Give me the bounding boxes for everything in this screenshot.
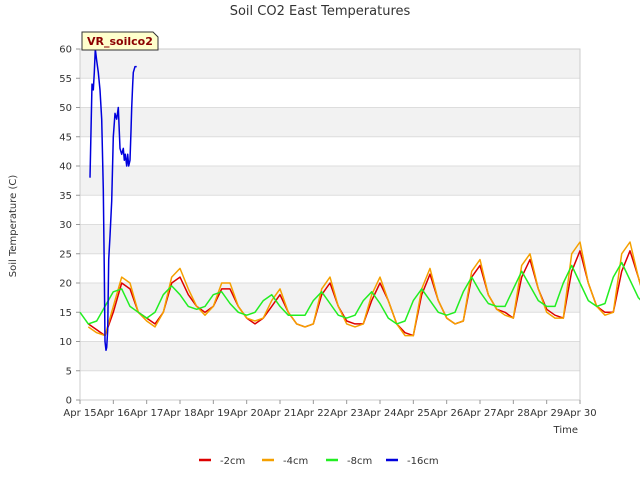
x-tick-label: Apr 15 — [63, 408, 96, 419]
plot-band — [80, 49, 580, 79]
badge-text: VR_soilco2 — [87, 35, 153, 48]
x-tick-label: Apr 25 — [397, 408, 430, 419]
y-tick-label: 35 — [59, 191, 72, 202]
y-tick-label: 25 — [59, 249, 72, 260]
legend: -2cm -4cm -8cm -16cm — [199, 456, 439, 467]
y-tick-label: 20 — [59, 279, 72, 290]
series-line-minus-16cm — [89, 48, 137, 352]
series-line-minus-4cm — [87, 241, 640, 337]
x-tick-label: Apr 16 — [97, 408, 130, 419]
legend-label: -16cm — [407, 456, 439, 467]
y-tick-label: 55 — [59, 74, 72, 85]
x-tick-label: Apr 30 — [563, 408, 596, 419]
badge: VR_soilco2 — [81, 31, 159, 51]
x-tick-label: Apr 29 — [530, 408, 563, 419]
plot-band — [80, 283, 580, 313]
plot-band — [80, 341, 580, 371]
y-tick-label: 50 — [59, 103, 72, 114]
y-tick-label: 10 — [59, 337, 72, 348]
x-tick-label: Apr 21 — [263, 408, 296, 419]
series-lines — [79, 48, 640, 352]
legend-label: -4cm — [283, 456, 308, 467]
x-tick-label: Apr 26 — [430, 408, 463, 419]
x-axis-label: Time — [553, 425, 578, 436]
legend-label: -2cm — [220, 456, 245, 467]
x-tick-label: Apr 18 — [163, 408, 196, 419]
x-tick-label: Apr 17 — [130, 408, 163, 419]
legend-label: -8cm — [347, 456, 372, 467]
y-tick-label: 40 — [59, 162, 72, 173]
y-tick-label: 5 — [66, 366, 72, 377]
x-tick-label: Apr 22 — [297, 408, 330, 419]
x-tick-label: Apr 20 — [230, 408, 263, 419]
plot-band — [80, 166, 580, 196]
y-tick-label: 45 — [59, 132, 72, 143]
plot-band — [80, 107, 580, 137]
y-axis: 0 5 10 15 20 25 30 35 40 45 50 55 60 — [59, 45, 80, 407]
series-line-minus-8cm — [79, 261, 640, 325]
plot-bands — [80, 49, 580, 371]
y-tick-label: 30 — [59, 220, 72, 231]
chart-title: Soil CO2 East Temperatures — [230, 4, 411, 19]
y-tick-label: 15 — [59, 308, 72, 319]
x-tick-label: Apr 27 — [463, 408, 496, 419]
y-tick-label: 60 — [59, 45, 72, 56]
x-axis: Apr 15 Apr 16 Apr 17 Apr 18 Apr 19 Apr 20 Apr … — [63, 400, 597, 419]
y-tick-label: 0 — [66, 396, 72, 407]
x-tick-label: Apr 23 — [330, 408, 363, 419]
x-tick-label: Apr 28 — [497, 408, 530, 419]
plot-band — [80, 224, 580, 254]
badge-box — [81, 31, 159, 51]
x-tick-label: Apr 24 — [363, 408, 396, 419]
y-axis-label: Soil Temperature (C) — [8, 175, 19, 278]
x-tick-label: Apr 19 — [197, 408, 230, 419]
